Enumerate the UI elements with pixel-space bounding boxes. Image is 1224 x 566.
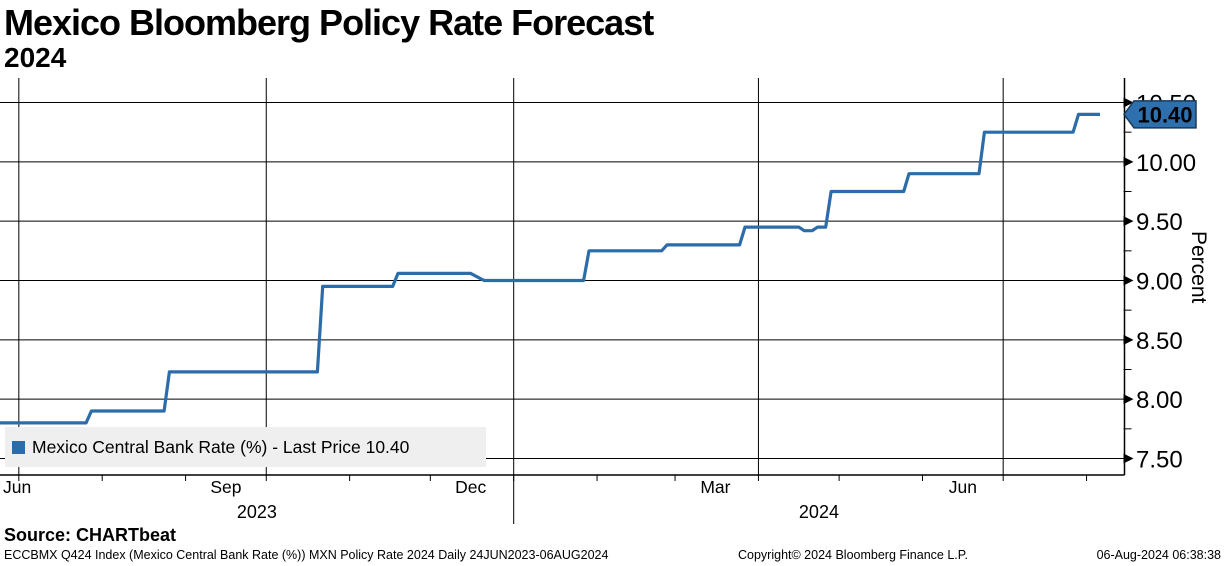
- ticker-description: ECCBMX Q424 Index (Mexico Central Bank R…: [4, 548, 609, 562]
- y-major-tick-arrow: [1123, 394, 1134, 405]
- y-tick-label: 8.50: [1136, 328, 1183, 355]
- y-major-tick-arrow: [1123, 275, 1134, 286]
- last-price-label: 10.40: [1137, 102, 1192, 127]
- month-label: Jun: [3, 477, 31, 497]
- y-major-tick-arrow: [1123, 453, 1134, 464]
- render-timestamp: 06-Aug-2024 06:38:38: [1096, 548, 1221, 562]
- month-label: Mar: [700, 477, 730, 497]
- source-line: Source: CHARTbeat: [4, 525, 177, 545]
- chart-legend: Mexico Central Bank Rate (%) - Last Pric…: [5, 427, 486, 467]
- page-subtitle: 2024: [4, 42, 67, 73]
- y-major-tick-arrow: [1123, 156, 1134, 167]
- month-label: Jun: [949, 477, 977, 497]
- page-title: Mexico Bloomberg Policy Rate Forecast: [4, 2, 654, 43]
- year-label: 2023: [237, 502, 277, 522]
- y-tick-label: 9.00: [1136, 268, 1183, 295]
- y-tick-label: 9.50: [1136, 209, 1183, 236]
- year-label: 2024: [799, 502, 839, 522]
- y-major-tick-arrow: [1123, 216, 1134, 227]
- legend-label: Mexico Central Bank Rate (%) - Last Pric…: [32, 436, 410, 457]
- y-major-tick-arrow: [1123, 334, 1134, 345]
- rate-line: [0, 112, 1100, 425]
- series-swatch-icon: [12, 440, 25, 454]
- month-label: Dec: [455, 477, 486, 497]
- copyright-notice: Copyright© 2024 Bloomberg Finance L.P.: [738, 548, 968, 562]
- y-tick-label: 10.00: [1136, 150, 1196, 177]
- y-tick-label: 8.00: [1136, 387, 1183, 414]
- month-label: Sep: [210, 477, 241, 497]
- y-axis-title: Percent: [1187, 231, 1210, 304]
- y-tick-label: 7.50: [1136, 447, 1183, 474]
- last-price-badge: [1123, 100, 1197, 129]
- y-major-tick-arrow: [1123, 97, 1134, 108]
